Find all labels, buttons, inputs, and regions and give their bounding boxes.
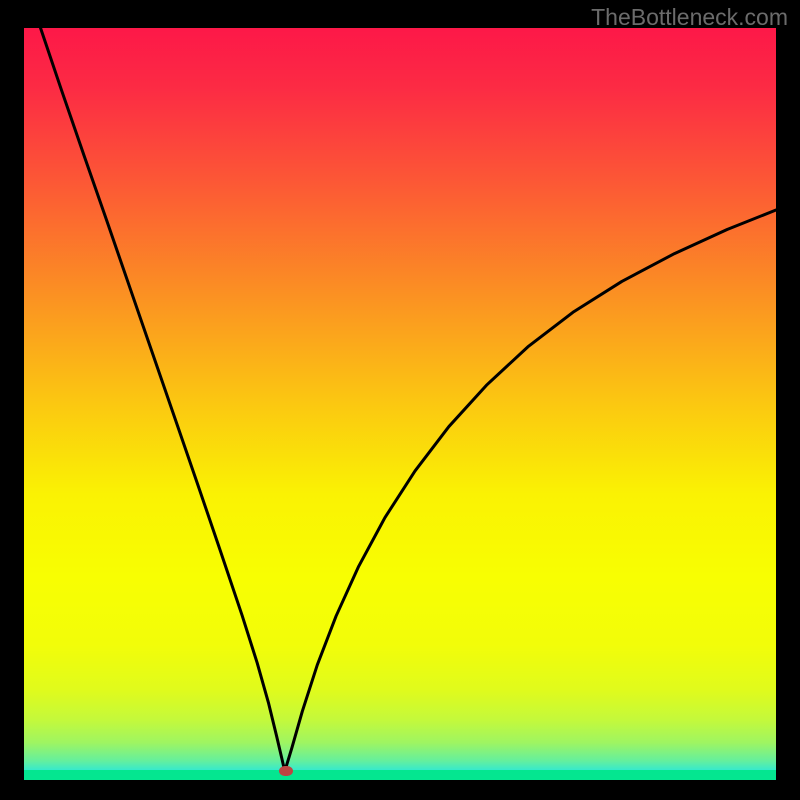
optimum-marker bbox=[279, 766, 293, 776]
plot-area bbox=[24, 28, 776, 780]
watermark-text: TheBottleneck.com bbox=[591, 4, 788, 31]
chart-frame: TheBottleneck.com bbox=[0, 0, 800, 800]
green-band bbox=[24, 770, 776, 780]
